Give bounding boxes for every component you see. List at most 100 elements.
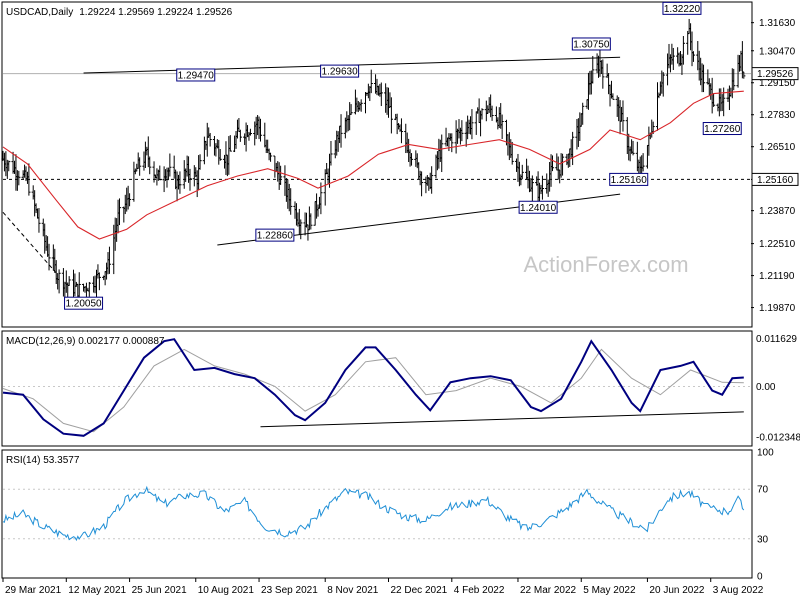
price-bar [238,129,242,142]
price-tick-label: 1.19870 [759,303,796,314]
price-bar [208,132,212,147]
price-bar [359,99,363,112]
price-bar [732,68,736,91]
price-bar [349,104,353,115]
price-bar [550,155,555,172]
price-bar [530,175,534,203]
macd-signal-line [2,348,744,433]
annotation-text: 1.25160 [611,175,648,186]
price-bar [591,55,595,84]
price-bar [198,154,202,170]
price-bar [138,157,142,176]
date-tick-label: 4 Feb 2022 [454,585,505,596]
price-bar [309,213,313,230]
price-bar [107,246,112,274]
price-tick-label: 1.31630 [759,18,796,29]
price-bar [621,100,625,132]
price-tick-label: 1.29150 [759,78,796,89]
price-bar [490,105,494,121]
price-bar [389,97,393,134]
price-bar [450,133,454,153]
price-bar [440,134,444,173]
price-tick-label: 1.30470 [759,46,796,57]
price-bar [581,102,585,125]
price-bar [168,153,172,177]
price-annotation: 1.30750 [571,37,611,51]
level-price-label: 1.25160 [757,175,794,186]
price-annotation: 1.29470 [176,68,216,82]
price-bar [279,165,283,185]
price-bar [289,188,293,215]
price-bar [661,72,665,97]
price-header: USDCAD,Daily 1.29224 1.29569 1.29224 1.29… [6,7,233,18]
date-tick-label: 22 Mar 2022 [520,585,577,596]
grid-layer [3,73,751,540]
price-bar [7,160,11,172]
current-price-box [751,67,799,81]
price-tick-label: 1.21190 [759,271,795,282]
price-bar [631,140,635,156]
macd-layer [2,338,744,437]
annotation-layer: 1.20050 1.29470 1.22860 1.29630 1.24010 1.307… [64,1,742,310]
price-bar [319,182,323,215]
price-bar [97,272,101,291]
price-bar [641,153,645,172]
current-price-label: 1.29526 [757,69,794,80]
macd-trendline [260,411,744,428]
price-bar [520,164,524,180]
price-tick-label: 1.26510 [759,142,796,153]
price-bar [399,118,404,144]
date-tick-label: 5 May 2022 [583,585,636,596]
price-bar [712,93,716,107]
price-annotation: 1.24010 [518,200,558,214]
price-bar [77,272,81,299]
price-annotation: 1.27260 [702,122,742,136]
watermark-layer: ActionForex.com [523,252,688,277]
rsi-tick-label: 100 [757,448,774,459]
price-bar [379,82,383,107]
price-tick-label: 1.22510 [759,239,796,250]
ohlc-label: 1.29224 1.29569 1.29224 1.29526 [79,7,232,18]
price-bar [178,171,182,194]
date-tick-label: 25 Jun 2021 [132,585,187,596]
annotation-text: 1.32220 [664,4,701,15]
price-bar [258,118,263,142]
annotation-text: 1.30750 [573,39,610,50]
date-tick-label: 23 Sep 2021 [261,585,318,596]
price-bar [430,166,434,194]
moving-average-line [2,90,744,240]
rsi-tick-label: 70 [757,485,769,496]
macd-tick-label: -0.012348 [756,433,800,444]
level-price-box [751,172,799,186]
axis-layer: 1.31630 1.30470 1.29150 1.27830 1.26510 1.251… [2,18,800,596]
price-bar [228,135,232,152]
price-tick-label: 1.27830 [759,110,796,121]
annotation-text: 1.22860 [257,231,294,242]
price-bar [37,208,41,233]
rsi-line [2,485,745,542]
price-bar [339,114,343,148]
price-bar [691,51,696,62]
annotation-text: 1.20050 [65,299,102,310]
price-bar [611,93,615,100]
price-bar [27,163,31,196]
price-bar [57,269,61,294]
price-bar [601,59,605,89]
price-bar [218,149,222,161]
price-bar [268,152,273,162]
price-bar [87,281,91,297]
rsi-tick-label: 0 [757,572,763,583]
date-tick-label: 3 Aug 2022 [713,585,764,596]
rsi-layer [2,485,745,542]
price-bar [188,168,192,191]
price-bar [148,156,152,175]
price-bar [248,128,253,136]
rsi-panel-frame [1,449,753,579]
price-annotation: 1.25160 [609,172,649,186]
macd-tick-label: 0.00 [756,382,776,393]
rsi-tick-label: 30 [757,534,769,545]
price-annotation: 1.22860 [255,228,295,242]
